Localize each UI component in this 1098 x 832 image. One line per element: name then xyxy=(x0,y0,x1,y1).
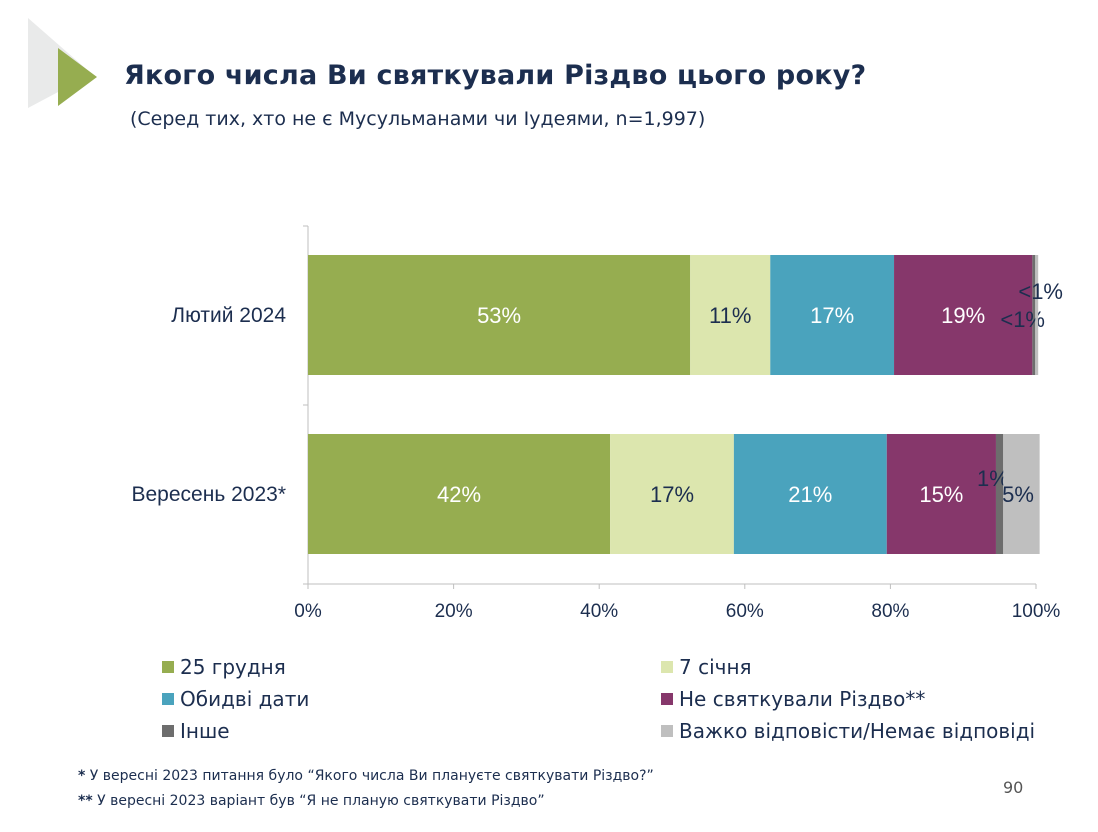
category-label: Вересень 2023* xyxy=(132,483,287,506)
data-label: 53% xyxy=(477,303,521,328)
bar-segment xyxy=(690,255,771,375)
data-label: <1% xyxy=(1018,279,1063,304)
bar-segment xyxy=(308,434,611,554)
bar-segment xyxy=(1032,255,1036,375)
x-tick-label: 0% xyxy=(294,601,322,622)
footnote-2: ** У вересні 2023 варіант був “Я не план… xyxy=(78,793,545,809)
data-label: 15% xyxy=(919,482,963,507)
x-tick-label: 100% xyxy=(1012,601,1061,622)
data-label: 21% xyxy=(788,482,832,507)
data-label: 5% xyxy=(1002,482,1034,507)
page-number: 90 xyxy=(1003,778,1024,797)
data-label: 19% xyxy=(941,303,985,328)
bar-segment xyxy=(1003,434,1040,554)
data-label: 17% xyxy=(810,303,854,328)
data-label: 17% xyxy=(650,482,694,507)
data-label: <1% xyxy=(1000,307,1045,332)
bar-segment xyxy=(995,434,1004,554)
page-subtitle: (Серед тих, хто не є Мусульманами чи Іуд… xyxy=(130,108,706,130)
footnote-1-mark: * xyxy=(78,768,86,784)
bar-segment xyxy=(308,255,691,375)
bar-segment xyxy=(770,255,895,375)
bar-segment xyxy=(894,255,1033,375)
footnote-1: * У вересні 2023 питання було “Якого чис… xyxy=(78,768,654,784)
x-tick-label: 60% xyxy=(726,601,764,622)
footnote-2-mark: ** xyxy=(78,793,93,809)
x-tick-label: 40% xyxy=(580,601,618,622)
category-label: Лютий 2024 xyxy=(171,304,286,327)
x-tick-label: 20% xyxy=(435,601,473,622)
slide-decoration-arrow xyxy=(28,18,97,108)
data-label: 42% xyxy=(437,482,481,507)
footnote-2-text: У вересні 2023 варіант був “Я не планую … xyxy=(92,793,545,809)
bar-segment xyxy=(886,434,996,554)
data-label: 11% xyxy=(709,303,751,328)
bar-segment xyxy=(610,434,734,554)
footnote-1-text: У вересні 2023 питання було “Якого числа… xyxy=(85,768,654,784)
page-title: Якого числа Ви святкували Різдво цього р… xyxy=(124,60,867,91)
x-tick-label: 80% xyxy=(871,601,909,622)
bar-segment xyxy=(733,434,887,554)
bar-segment xyxy=(1035,255,1039,375)
